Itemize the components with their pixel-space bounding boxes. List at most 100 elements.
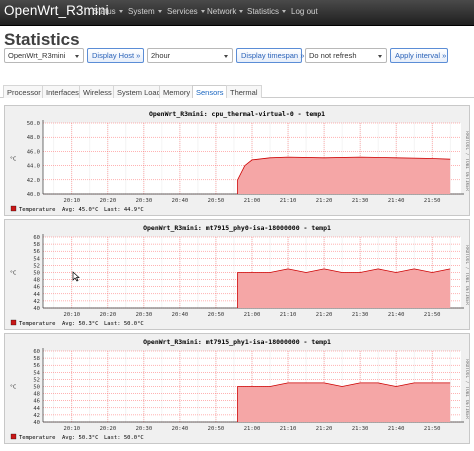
- tab-wireless[interactable]: Wireless: [79, 85, 116, 98]
- legend-swatch: [10, 205, 17, 212]
- y-tick-label: 40: [33, 420, 40, 426]
- y-tick-label: 40: [33, 306, 40, 312]
- legend-avg: Avg: 50.3°C: [62, 435, 98, 441]
- y-tick-label: 54: [33, 370, 40, 376]
- nav-logout[interactable]: Log out: [291, 7, 318, 16]
- y-tick-label: 56: [33, 363, 40, 369]
- x-tick-label: 21:00: [244, 426, 261, 432]
- x-tick-label: 20:10: [64, 198, 81, 204]
- x-tick-label: 21:20: [316, 426, 333, 432]
- top-navbar: OpenWrt_R3mini Status System Services Ne…: [0, 0, 474, 26]
- tab-sensors[interactable]: Sensors: [192, 85, 228, 98]
- y-tick-label: 48: [33, 278, 40, 284]
- x-tick-label: 21:50: [424, 426, 441, 432]
- x-tick-label: 21:20: [316, 312, 333, 318]
- mouse-cursor-icon: [72, 271, 80, 282]
- nav-system[interactable]: System: [128, 7, 162, 16]
- y-tick-label: 58: [33, 242, 40, 248]
- x-tick-label: 20:20: [100, 426, 117, 432]
- series-area: [237, 268, 451, 308]
- chevron-down-icon: [239, 10, 244, 14]
- tab-thermal[interactable]: Thermal: [226, 85, 262, 98]
- series-line: [237, 156, 451, 195]
- rrdtool-credit: RRDTOOL / TOBI OETIKER: [464, 245, 469, 305]
- x-tick-label: 21:30: [352, 426, 369, 432]
- y-tick-label: 44: [33, 406, 40, 412]
- host-select[interactable]: OpenWrt_R3mini: [4, 48, 84, 63]
- series-line: [237, 382, 451, 423]
- x-tick-label: 21:00: [244, 312, 261, 318]
- x-tick-label: 20:50: [208, 198, 225, 204]
- x-tick-label: 21:10: [280, 198, 297, 204]
- chevron-down-icon: [378, 55, 382, 58]
- tab-system-load[interactable]: System Load: [113, 85, 165, 98]
- x-tick-label: 21:00: [244, 198, 261, 204]
- x-tick-label: 21:20: [316, 198, 333, 204]
- tab-memory[interactable]: Memory: [159, 85, 195, 98]
- legend-avg: Avg: 50.3°C: [62, 321, 98, 327]
- x-tick-label: 21:30: [352, 198, 369, 204]
- x-tick-label: 20:10: [64, 426, 81, 432]
- x-tick-label: 21:50: [424, 198, 441, 204]
- y-tick-label: 48: [33, 392, 40, 398]
- chart-title: OpenWrt_R3mini: cpu_thermal-virtual-0 - …: [149, 110, 325, 118]
- legend-last: Last: 50.0°C: [104, 435, 144, 441]
- x-tick-label: 20:40: [172, 426, 189, 432]
- apply-interval-button[interactable]: Apply interval »: [390, 48, 448, 63]
- legend-swatch: [10, 319, 17, 326]
- y-tick-label: 48.0: [27, 135, 40, 141]
- x-tick-label: 20:40: [172, 312, 189, 318]
- legend-label: Temperature: [19, 321, 55, 327]
- y-tick-label: 44.0: [27, 164, 40, 170]
- brand-link[interactable]: OpenWrt_R3mini: [4, 3, 109, 18]
- chevron-down-icon: [200, 10, 205, 14]
- legend-label: Temperature: [19, 207, 55, 213]
- display-host-button[interactable]: Display Host »: [87, 48, 144, 63]
- timespan-select[interactable]: 2hour: [147, 48, 233, 63]
- x-tick-label: 20:20: [100, 312, 117, 318]
- cpu-thermal-chart: OpenWrt_R3mini: cpu_thermal-virtual-0 - …: [10, 110, 469, 213]
- display-timespan-button[interactable]: Display timespan »: [236, 48, 304, 63]
- nav-status[interactable]: Status: [93, 7, 123, 16]
- x-tick-label: 20:50: [208, 426, 225, 432]
- chevron-down-icon: [224, 55, 228, 58]
- chevron-down-icon: [282, 10, 287, 14]
- y-axis-label: °C: [10, 271, 17, 277]
- y-tick-label: 46.0: [27, 149, 40, 155]
- rrdtool-credit: RRDTOOL / TOBI OETIKER: [464, 131, 469, 191]
- y-axis-label: °C: [10, 385, 17, 391]
- y-tick-label: 42.0: [27, 178, 40, 184]
- y-tick-label: 50: [33, 271, 40, 277]
- x-tick-label: 20:30: [136, 312, 153, 318]
- y-axis-label: °C: [10, 157, 17, 163]
- nav-services[interactable]: Services: [167, 7, 205, 16]
- nav-network[interactable]: Network: [207, 7, 244, 16]
- legend-avg: Avg: 45.0°C: [62, 207, 98, 213]
- y-tick-label: 42: [33, 413, 40, 419]
- y-tick-label: 52: [33, 263, 40, 269]
- legend-swatch: [10, 433, 17, 440]
- y-tick-label: 60: [33, 349, 40, 355]
- x-tick-label: 21:10: [280, 312, 297, 318]
- chart-title: OpenWrt_R3mini: mt7915_phy1-isa-18000000…: [143, 338, 331, 346]
- chart-panel-phy0: OpenWrt_R3mini: mt7915_phy0-isa-18000000…: [4, 219, 470, 330]
- chart-title: OpenWrt_R3mini: mt7915_phy0-isa-18000000…: [143, 224, 331, 232]
- y-tick-label: 54: [33, 256, 40, 262]
- series-area: [237, 157, 451, 194]
- tab-processor[interactable]: Processor: [3, 85, 45, 98]
- nav-statistics[interactable]: Statistics: [247, 7, 287, 16]
- phy1-temp-chart: OpenWrt_R3mini: mt7915_phy1-isa-18000000…: [10, 338, 469, 441]
- y-tick-label: 40.0: [27, 192, 40, 198]
- x-tick-label: 20:40: [172, 198, 189, 204]
- chevron-down-icon: [118, 10, 123, 14]
- page-title: Statistics: [4, 30, 80, 49]
- y-tick-label: 44: [33, 292, 40, 298]
- tab-interfaces[interactable]: Interfaces: [42, 85, 83, 98]
- y-tick-label: 46: [33, 399, 40, 405]
- refresh-select[interactable]: Do not refresh: [305, 48, 387, 63]
- x-tick-label: 20:30: [136, 426, 153, 432]
- x-tick-label: 21:30: [352, 312, 369, 318]
- chart-panel-phy1: OpenWrt_R3mini: mt7915_phy1-isa-18000000…: [4, 333, 470, 444]
- x-tick-label: 21:10: [280, 426, 297, 432]
- y-tick-label: 60: [33, 235, 40, 241]
